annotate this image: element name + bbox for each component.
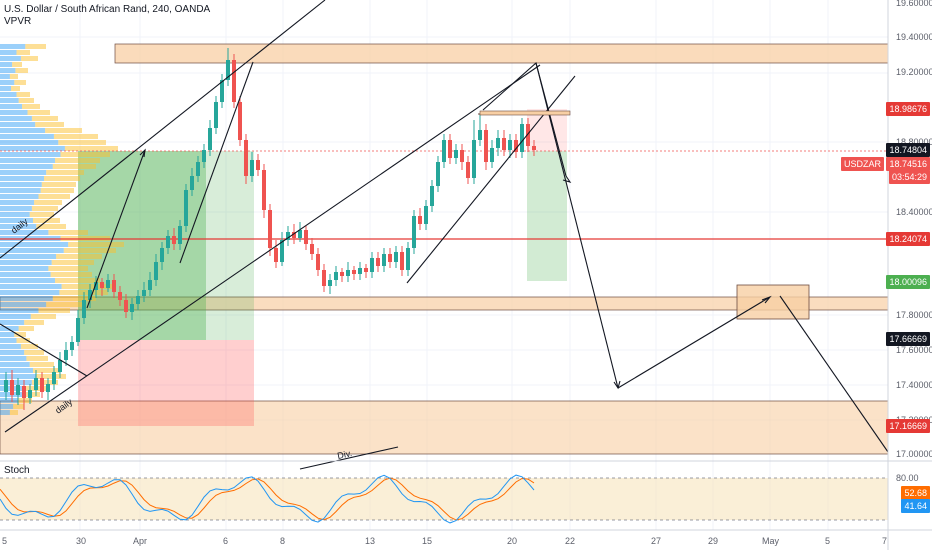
supply-zone-top[interactable] <box>114 43 889 64</box>
time-tick: Apr <box>133 536 148 546</box>
stoch-d-line <box>0 477 535 521</box>
small-zone-highlight <box>479 110 571 116</box>
bar-countdown-tag: 03:54:29 <box>888 170 930 184</box>
long-profit-zone-ext <box>206 151 254 340</box>
time-tick: 7 <box>882 536 888 546</box>
symbol-title[interactable]: U.S. Dollar / South African Rand, 240, O… <box>4 4 211 15</box>
price-tick: 19.20000 <box>896 67 932 77</box>
level-a-price-tag: 17.66669 <box>886 332 930 346</box>
stoch-k-line <box>0 474 535 524</box>
time-tick: 15 <box>422 536 433 546</box>
time-tick: 27 <box>651 536 662 546</box>
price-tick: 18.40000 <box>896 207 932 217</box>
stoch-d-value-tag: 41.64 <box>901 499 930 513</box>
price-tick: 17.60000 <box>896 345 932 355</box>
target-box[interactable] <box>736 284 810 320</box>
time-tick: 20 <box>507 536 518 546</box>
price-tick: 19.40000 <box>896 32 932 42</box>
short-profit-zone[interactable] <box>527 151 567 281</box>
vpvr-indicator-label[interactable]: VPVR <box>4 16 32 27</box>
time-tick: 30 <box>76 536 87 546</box>
time-tick: 8 <box>280 536 286 546</box>
target-low-price-tag: 18.00096 <box>886 275 930 289</box>
stoch-indicator-label[interactable]: Stoch <box>4 465 30 476</box>
volume-profile <box>0 44 124 415</box>
time-tick: 22 <box>565 536 576 546</box>
level-b-price-tag: 17.16669 <box>886 419 930 433</box>
short-loss-zone[interactable] <box>527 109 567 151</box>
price-tick: 19.60000 <box>896 0 932 8</box>
symbol-tag: USDZAR <box>840 157 884 171</box>
divergence-label: Div. <box>336 448 353 461</box>
long-loss-zone[interactable] <box>78 340 254 426</box>
price-tick: 18.80000 <box>896 137 932 147</box>
resistance-price-tag: 18.24074 <box>886 232 930 246</box>
time-tick: 13 <box>365 536 376 546</box>
stoch-k-value-tag: 52.68 <box>901 486 930 500</box>
time-tick: 5 <box>2 536 8 546</box>
target-top-price-tag: 18.98676 <box>886 102 930 116</box>
current-price-tag: 18.74516 <box>886 157 930 171</box>
stoch-band <box>0 478 888 520</box>
time-tick: 6 <box>223 536 229 546</box>
price-tick: 17.40000 <box>896 380 932 390</box>
time-tick: 29 <box>708 536 719 546</box>
stoch-level-80: 80.00 <box>896 473 919 483</box>
entry-price-tag: 18.74804 <box>886 143 930 157</box>
price-tick: 17.80000 <box>896 310 932 320</box>
trend-drawings[interactable] <box>0 0 889 470</box>
time-tick: 5 <box>825 536 831 546</box>
price-tick: 17.00000 <box>896 449 932 459</box>
candlestick-series <box>4 48 536 410</box>
time-tick: May <box>762 536 780 546</box>
demand-zone-bottom[interactable] <box>0 400 889 455</box>
